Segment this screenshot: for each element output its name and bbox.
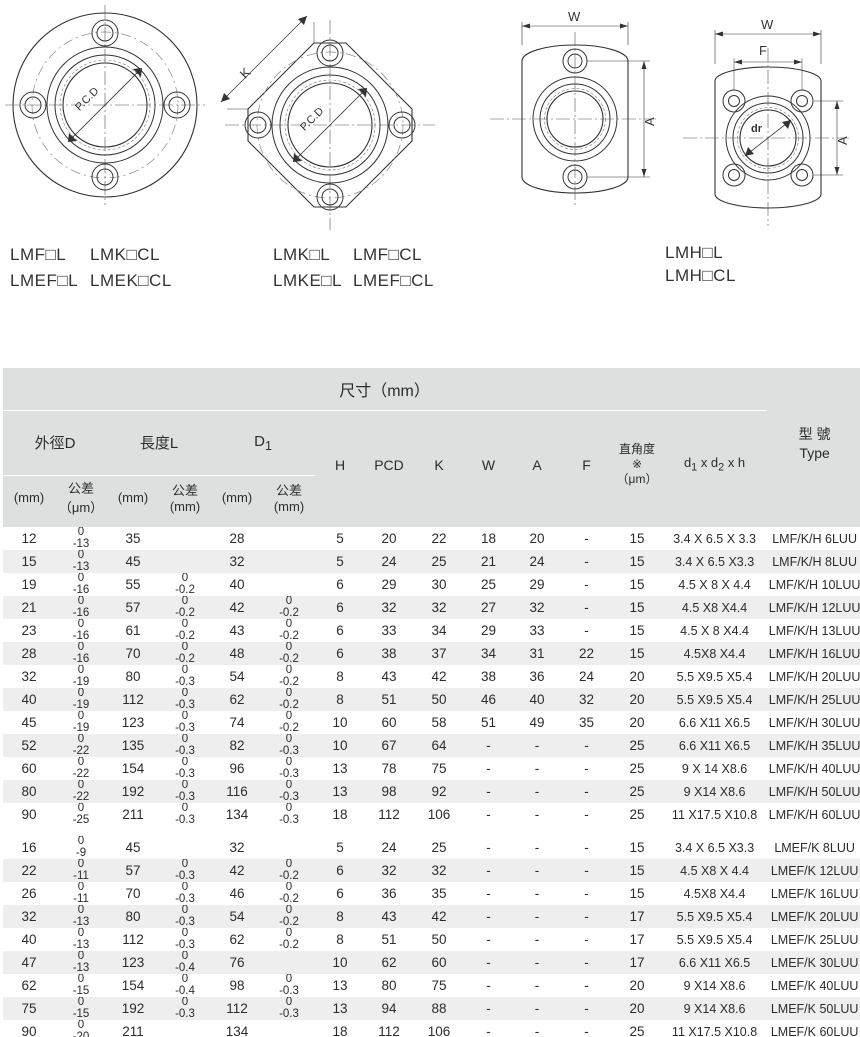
svg-text:P.C.D: P.C.D bbox=[298, 105, 326, 133]
svg-text:F: F bbox=[759, 43, 767, 58]
svg-text:A: A bbox=[642, 117, 657, 126]
svg-text:dr: dr bbox=[751, 123, 763, 135]
svg-text:W: W bbox=[761, 18, 774, 32]
svg-text:K: K bbox=[237, 64, 254, 81]
svg-text:P.C.D: P.C.D bbox=[73, 85, 101, 113]
svg-text:A: A bbox=[835, 136, 850, 145]
svg-text:W: W bbox=[568, 10, 581, 24]
